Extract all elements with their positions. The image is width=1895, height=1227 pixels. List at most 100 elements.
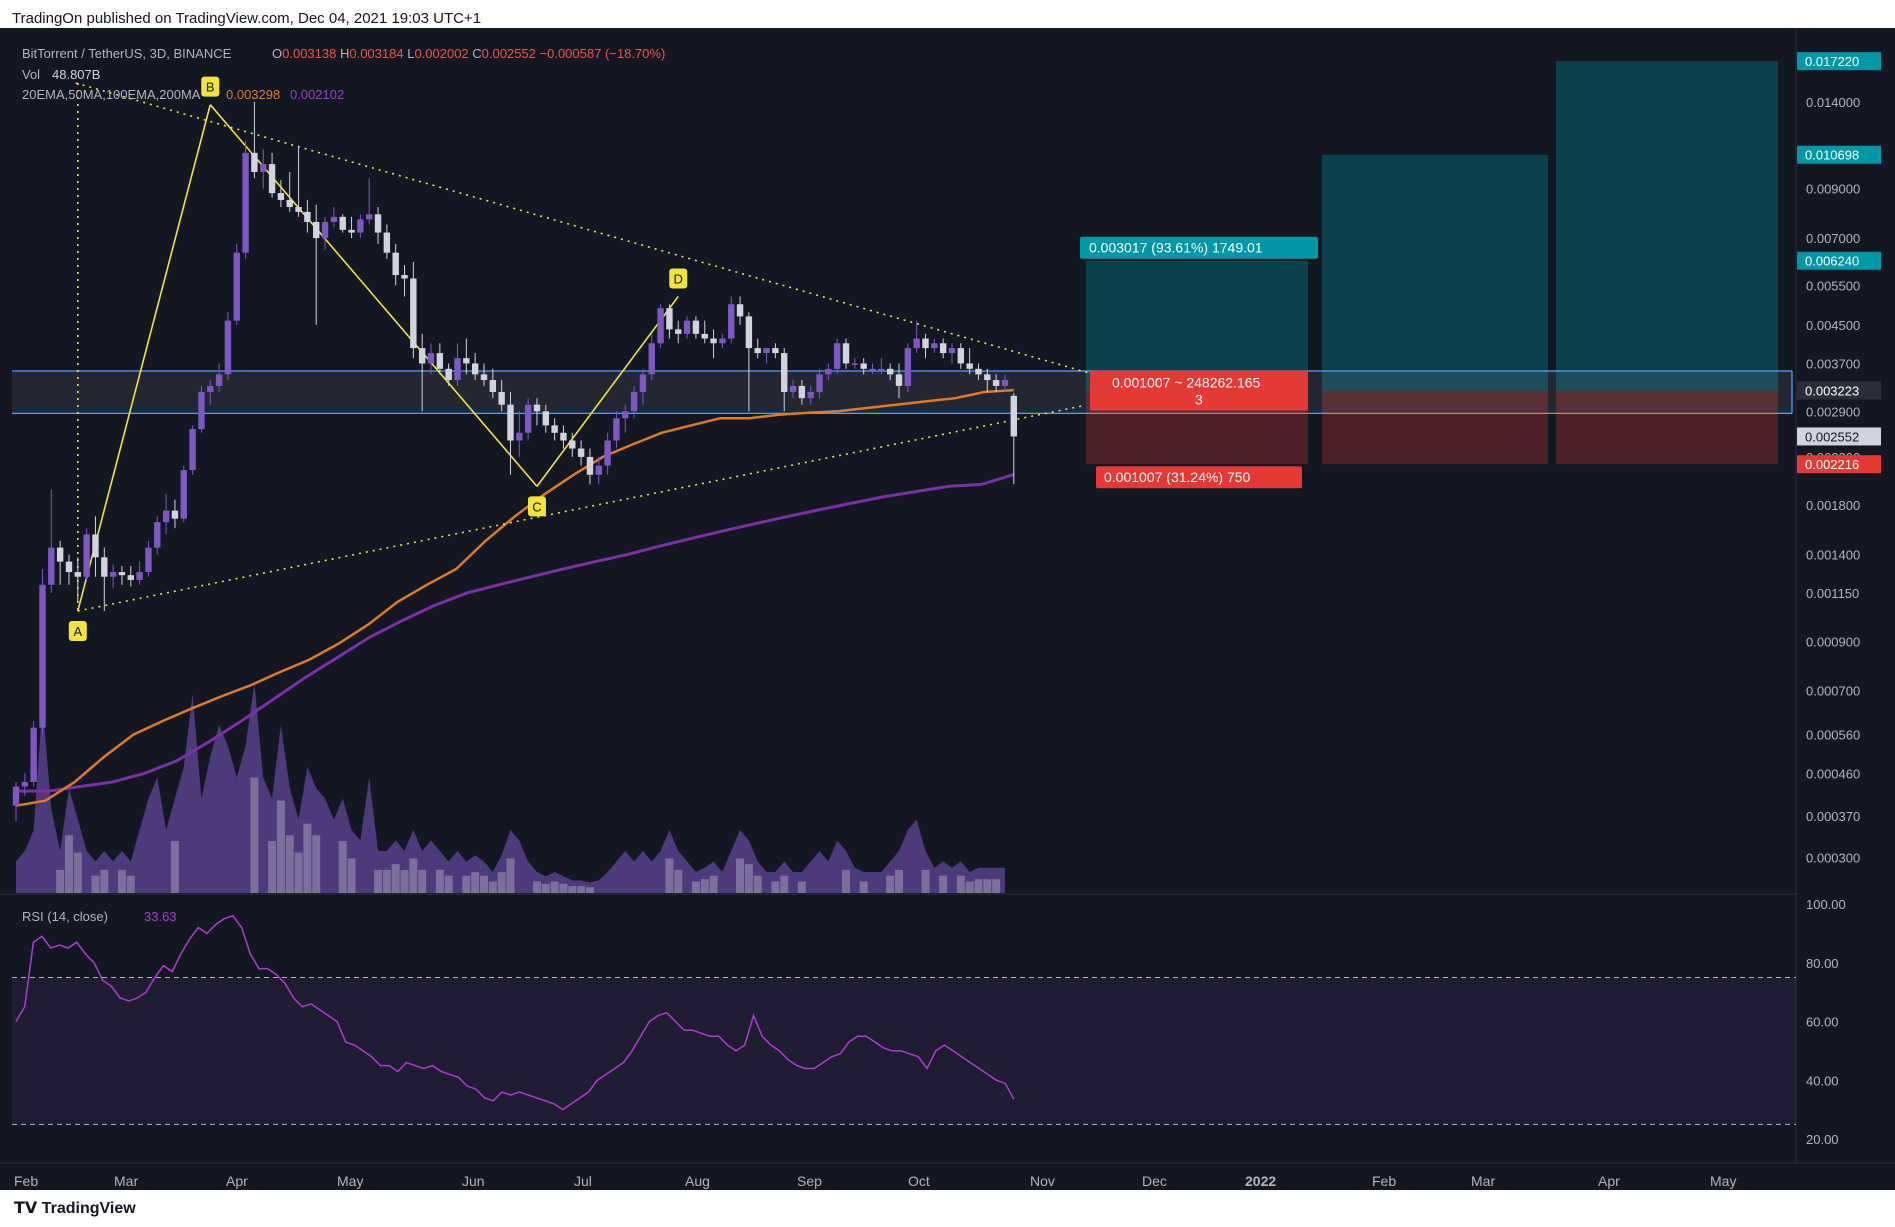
stop-label-bg xyxy=(1096,466,1302,489)
candle-body xyxy=(401,275,408,279)
abcd-pattern[interactable]: A B C D xyxy=(68,76,1091,642)
time-tick-label: May xyxy=(1710,1173,1736,1189)
price-tick-label: 0.002900 xyxy=(1806,404,1860,419)
footer: 𝗧𝗩 TradingView xyxy=(0,1190,1895,1227)
volume-bar xyxy=(550,881,559,893)
candle-body xyxy=(171,510,179,519)
candle-body xyxy=(357,219,364,233)
candle-body xyxy=(719,338,726,344)
candle-body xyxy=(524,404,532,433)
candle-body xyxy=(551,425,558,433)
candle-body xyxy=(586,456,594,475)
volume-bar xyxy=(585,887,594,893)
candle-body xyxy=(577,448,585,457)
ohlc-key-C: C xyxy=(469,46,482,61)
legend-vol-label: Vol xyxy=(22,67,40,82)
candle-body xyxy=(842,343,850,364)
target-box-1 xyxy=(1086,260,1308,391)
price-tick-label: 0.000300 xyxy=(1806,850,1860,865)
candle-body xyxy=(939,343,947,354)
time-tick-label: Mar xyxy=(1471,1173,1495,1189)
volume-bar xyxy=(983,879,992,893)
candle-body xyxy=(74,572,82,577)
volume-bar xyxy=(374,869,383,893)
rsi-value: 33.63 xyxy=(144,909,177,924)
volume-bar xyxy=(126,875,135,893)
candle-body xyxy=(436,353,444,369)
price-label-text: 0.003223 xyxy=(1805,384,1859,399)
time-tick-label: 2022 xyxy=(1245,1173,1276,1189)
price-label-text: 0.010698 xyxy=(1805,148,1859,163)
volume-bar xyxy=(992,879,1001,893)
candle-body xyxy=(533,404,541,412)
time-axis[interactable]: Feb Mar Apr May Jun Jul Aug Sep Oct Nov Dec 2022 Feb… xyxy=(14,1173,1736,1189)
candle-body xyxy=(198,391,205,430)
candle-body xyxy=(83,534,90,577)
candle-body xyxy=(798,385,806,399)
chart-svg[interactable]: A B C D 100.00 80.00 60.00 40.00 20.00 0.021000… xyxy=(0,28,1895,1198)
candle-body xyxy=(330,216,338,222)
candle-body xyxy=(728,304,735,339)
candle-body xyxy=(268,164,276,194)
lower-trendline xyxy=(77,405,1083,612)
chart-stage[interactable]: A B C D 100.00 80.00 60.00 40.00 20.00 0.021000… xyxy=(0,28,1895,1198)
price-tick-label: 0.004500 xyxy=(1806,318,1860,333)
candle-body xyxy=(366,214,373,220)
candle-body xyxy=(507,404,514,441)
candle-body xyxy=(860,363,867,369)
candle-body xyxy=(683,320,691,334)
time-tick-label: Dec xyxy=(1142,1173,1167,1189)
candle-body xyxy=(648,343,655,375)
candle-body xyxy=(374,214,382,233)
price-tick-label: 0.021000 xyxy=(1806,28,1860,30)
candle-body xyxy=(277,193,285,200)
candle-body xyxy=(348,229,355,233)
candle-body xyxy=(498,391,505,405)
pattern-point-C-badge xyxy=(527,496,546,517)
pattern-point-D-badge xyxy=(669,268,688,289)
position-label-text: 0.001007 ~ 248262.165 xyxy=(1112,375,1261,391)
rsi-tick-label: 20.00 xyxy=(1806,1132,1839,1147)
candle-body xyxy=(321,221,329,239)
target-box-2 xyxy=(1322,154,1548,391)
volume-bar xyxy=(488,881,497,893)
ma200-line xyxy=(16,473,1015,793)
candle-body xyxy=(30,727,37,783)
volume-area xyxy=(16,683,1005,893)
candle-body xyxy=(39,584,46,728)
candle-body xyxy=(410,278,417,349)
candle-body xyxy=(675,329,682,334)
volume-bar xyxy=(444,875,453,893)
volume-bar xyxy=(497,872,506,893)
price-tick-label: 0.001150 xyxy=(1806,586,1859,601)
candle-body xyxy=(913,338,920,349)
candle-body xyxy=(260,164,267,172)
pattern-leg-BC xyxy=(209,104,538,487)
volume-bar xyxy=(956,875,965,893)
rsi-line xyxy=(15,914,1015,1111)
candle-body xyxy=(948,348,956,354)
price-tick-label: 0.000460 xyxy=(1806,766,1860,781)
price-axis[interactable]: 0.021000 0.014000 0.009000 0.007000 0.005500… xyxy=(1797,28,1881,865)
price-label-bg xyxy=(1797,381,1881,400)
candle-body xyxy=(207,385,214,392)
candle-body xyxy=(754,348,761,354)
volume-bar xyxy=(939,875,948,893)
candle-body xyxy=(807,391,814,399)
volume-bar xyxy=(418,869,427,893)
rsi-tick-label: 60.00 xyxy=(1806,1015,1839,1030)
volume-bar xyxy=(780,875,789,893)
candle-body xyxy=(692,320,700,334)
candle-body xyxy=(781,353,788,392)
volume-bar xyxy=(736,858,745,893)
candle-body xyxy=(560,432,567,441)
volume-bar xyxy=(842,869,851,893)
price-label-text: 0.017220 xyxy=(1805,54,1859,69)
candle-body xyxy=(109,572,117,577)
price-label-bg xyxy=(1797,145,1881,164)
volume-bar xyxy=(117,869,126,893)
candle-body xyxy=(162,510,170,523)
price-tick-label: 0.003700 xyxy=(1806,356,1860,371)
volume-bar xyxy=(56,869,65,893)
price-label-text: 0.006240 xyxy=(1805,254,1859,269)
